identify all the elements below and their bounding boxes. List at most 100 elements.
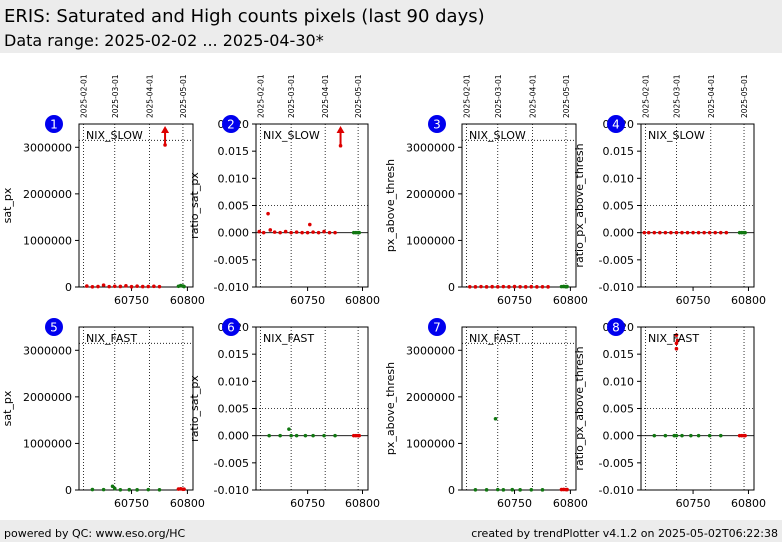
data-point — [268, 228, 273, 232]
data-point — [112, 486, 117, 491]
y-axis-label: ratio_px_above_thresh — [573, 143, 586, 267]
data-point — [261, 230, 266, 235]
data-point — [646, 230, 651, 235]
x-tick-label: 60800 — [345, 294, 380, 307]
data-point — [146, 487, 151, 492]
y-tick-label: 2000000 — [23, 188, 72, 201]
y-tick-label: -0.010 — [599, 484, 634, 497]
date-tick-label: 2025-03-01 — [287, 74, 296, 118]
plot-frame — [78, 326, 194, 491]
data-point — [152, 284, 156, 289]
footer: powered by QC: www.eso.org/HC created by… — [0, 520, 782, 542]
x-tick-label: 60750 — [290, 294, 325, 307]
data-point — [696, 433, 701, 438]
y-tick-label: 0.010 — [218, 172, 250, 185]
plot-number-badge — [428, 115, 446, 133]
data-point — [680, 230, 684, 235]
data-point — [675, 338, 680, 343]
data-point — [182, 487, 186, 491]
plot-number: 6 — [227, 321, 235, 335]
y-tick-label: 3000000 — [23, 344, 72, 357]
data-point — [257, 229, 262, 234]
data-point — [529, 487, 534, 492]
plot-frame — [255, 326, 369, 491]
data-point — [357, 433, 362, 438]
date-tick-label: 2025-05-01 — [562, 74, 571, 118]
data-point — [529, 284, 534, 289]
y-tick-label: 0.015 — [218, 348, 250, 361]
data-point — [479, 284, 483, 289]
data-point — [118, 284, 123, 289]
data-point — [101, 283, 106, 287]
date-tick-label: 2025-05-01 — [354, 74, 363, 118]
data-point — [642, 230, 647, 235]
data-point — [565, 487, 569, 492]
footer-credit: powered by QC: www.eso.org/HC — [4, 527, 186, 540]
data-point — [311, 230, 315, 234]
data-point — [129, 284, 134, 289]
x-tick-label: 60800 — [345, 497, 380, 510]
date-tick-label: 2025-02-01 — [462, 74, 471, 118]
chart-panel-6: -0.010-0.0050.0000.0050.0100.0150.020607… — [188, 318, 380, 510]
y-axis-label: ratio_sat_px — [188, 375, 201, 442]
data-point — [316, 230, 321, 235]
data-point — [473, 285, 478, 289]
chart-panel-3: 2025-02-01 2025-03-01 2025-04-01 2025-05-01… — [384, 74, 588, 307]
y-tick-label: 0.000 — [603, 227, 635, 240]
data-point — [85, 284, 89, 288]
panel-label: NIX_FAST — [86, 332, 137, 345]
date-tick-label: 2025-05-01 — [179, 74, 188, 118]
data-point — [652, 230, 657, 235]
data-point — [663, 433, 668, 438]
data-point — [510, 487, 515, 492]
y-tick-label: -0.010 — [214, 484, 249, 497]
data-point — [669, 230, 673, 235]
y-axis-label: px_above_thresh — [384, 159, 397, 252]
x-tick-label: 60800 — [553, 294, 588, 307]
chart-panel-4: 2025-02-01 2025-03-01 2025-04-01 2025-05-01… — [573, 74, 766, 307]
data-point — [90, 487, 95, 492]
y-tick-label: 1000000 — [23, 234, 72, 247]
data-point — [96, 284, 100, 289]
chart-panel-2: 2025-02-01 2025-03-01 2025-04-01 2025-05-01… — [188, 74, 380, 307]
data-point — [468, 284, 472, 289]
chart-panel-5: 0 1000000 2000000 3000000 60750 60800 sat_px NI… — [1, 318, 205, 510]
data-point — [696, 230, 701, 235]
plot-number: 1 — [50, 118, 58, 132]
data-point — [495, 487, 500, 492]
y-tick-label: 0 — [448, 281, 455, 294]
plot-number-badge — [428, 318, 446, 336]
data-point — [707, 230, 712, 235]
data-point — [540, 284, 545, 289]
panel-label: NIX_FAST — [648, 332, 699, 345]
y-tick-label: 3000000 — [406, 344, 455, 357]
plot-number: 8 — [612, 321, 620, 335]
data-point — [518, 284, 522, 289]
plot-number-badge — [222, 318, 240, 336]
data-point — [140, 284, 145, 289]
x-tick-label: 60800 — [731, 294, 766, 307]
plot-number: 4 — [612, 118, 620, 132]
y-tick-label: 0.000 — [218, 430, 250, 443]
data-point — [294, 433, 299, 438]
data-point — [501, 488, 506, 492]
x-tick-label: 60750 — [497, 497, 532, 510]
data-point — [523, 285, 528, 289]
y-tick-label: 0 — [65, 281, 72, 294]
data-point — [283, 229, 288, 234]
y-tick-label: 0.005 — [218, 403, 250, 416]
data-point — [311, 433, 315, 438]
date-tick-label: 2025-04-01 — [528, 74, 537, 118]
y-axis-label: ratio_px_above_thresh — [573, 346, 586, 470]
data-point — [322, 229, 326, 234]
data-point — [495, 284, 500, 289]
plot-frame — [78, 123, 194, 288]
y-tick-label: 2000000 — [406, 391, 455, 404]
data-point — [278, 433, 282, 438]
y-axis-label: ratio_sat_px — [188, 172, 201, 239]
data-point — [308, 222, 312, 227]
y-axis-label: sat_px — [1, 390, 14, 426]
plot-frame — [461, 326, 577, 491]
plot-number-badge — [45, 318, 63, 336]
y-tick-label: -0.010 — [599, 281, 634, 294]
